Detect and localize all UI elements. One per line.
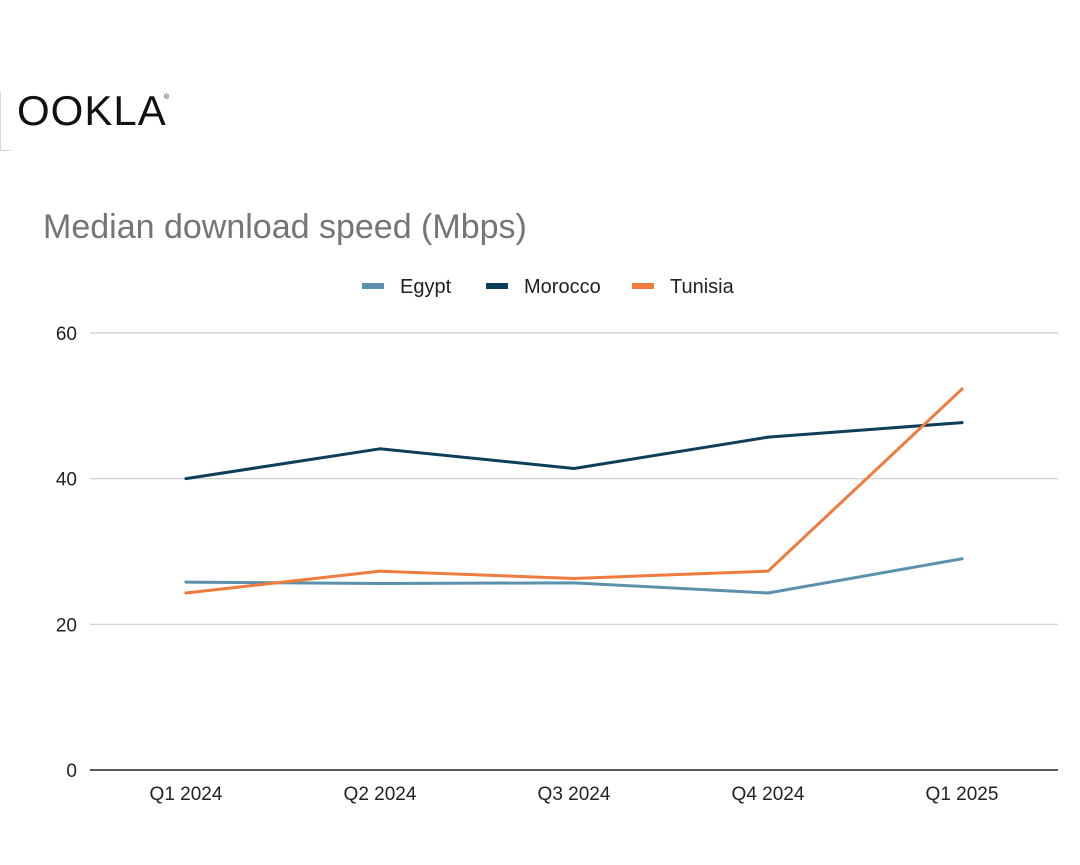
data-point-egypt — [766, 591, 770, 595]
logo-text: OOKLA — [17, 87, 167, 129]
logo-frame — [0, 92, 11, 151]
chart-title: Median download speed (Mbps) — [43, 208, 527, 246]
y-tick-label-60: 60 — [56, 324, 77, 345]
legend-label-morocco: Morocco — [524, 276, 601, 298]
legend-swatch-tunisia — [632, 283, 654, 289]
grid-layer — [90, 332, 1058, 771]
data-point-egypt — [378, 582, 382, 586]
y-tick-label-20: 20 — [56, 615, 77, 636]
data-point-tunisia — [572, 576, 576, 580]
data-point-tunisia — [960, 387, 964, 391]
legend: Egypt Morocco Tunisia — [362, 276, 735, 298]
series-line-morocco — [184, 421, 964, 481]
ookla-logo: OOKLA ® — [17, 87, 170, 129]
legend-label-tunisia: Tunisia — [670, 276, 735, 298]
series-tunisia — [184, 387, 964, 595]
x-tick-label: Q4 2024 — [732, 784, 805, 805]
data-point-morocco — [766, 435, 770, 439]
data-point-egypt — [572, 581, 576, 585]
data-point-tunisia — [184, 591, 188, 595]
x-tick-label: Q1 2024 — [150, 784, 223, 805]
data-point-egypt — [960, 557, 964, 561]
series-morocco — [184, 421, 964, 481]
data-point-morocco — [572, 466, 576, 470]
data-point-morocco — [960, 421, 964, 425]
data-point-tunisia — [766, 569, 770, 573]
x-tick-label: Q2 2024 — [344, 784, 417, 805]
series-line-egypt — [184, 557, 964, 595]
legend-swatch-egypt — [362, 283, 384, 289]
legend-swatch-morocco — [486, 283, 508, 289]
legend-label-egypt: Egypt — [400, 276, 452, 298]
x-tick-label: Q3 2024 — [538, 784, 611, 805]
data-point-tunisia — [378, 569, 382, 573]
series-layer — [184, 387, 964, 595]
y-tick-label-40: 40 — [56, 470, 77, 491]
x-tick-label: Q1 2025 — [926, 784, 999, 805]
logo-trademark: ® — [164, 93, 170, 101]
y-axis-ticks: 0 20 40 60 — [56, 324, 77, 782]
series-egypt — [184, 557, 964, 595]
data-point-morocco — [184, 477, 188, 481]
y-tick-label-0: 0 — [66, 761, 77, 782]
x-axis-ticks: Q1 2024 Q2 2024 Q3 2024 Q4 2024 Q1 2025 — [150, 784, 999, 805]
data-point-morocco — [378, 447, 382, 451]
series-line-tunisia — [184, 387, 964, 595]
data-point-egypt — [184, 580, 188, 584]
